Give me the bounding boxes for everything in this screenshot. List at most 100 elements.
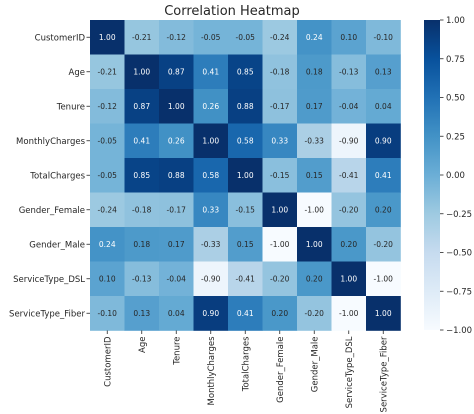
- heatmap-cell: [124, 54, 160, 90]
- x-tick-label: ServiceType_Fiber: [379, 336, 389, 412]
- cell-value-label: 0.58: [202, 171, 219, 180]
- y-tick-label: Gender_Male: [29, 240, 85, 250]
- cell-value-label: -0.21: [132, 33, 152, 42]
- heatmap-cell: [228, 192, 263, 228]
- cell-value-label: -0.12: [98, 102, 118, 111]
- cell-value-label: 0.04: [375, 102, 392, 111]
- cell-value-label: 1.00: [375, 309, 392, 318]
- heatmap-cell: [262, 261, 298, 297]
- cell-value-label: 0.20: [375, 205, 392, 214]
- heatmap-cell: [262, 158, 298, 193]
- cell-value-label: -0.33: [305, 136, 325, 145]
- cell-value-label: -0.04: [167, 274, 187, 283]
- cell-value-label: 0.26: [202, 102, 219, 111]
- cell-value-label: 0.88: [237, 102, 254, 111]
- cell-value-label: 1.00: [202, 136, 219, 145]
- cell-value-label: -0.20: [374, 240, 394, 249]
- heatmap-cell: [228, 261, 263, 297]
- cell-value-label: 0.17: [168, 240, 185, 249]
- colorbar-tick-label: 0.25: [446, 132, 465, 142]
- heatmap-cell: [331, 227, 367, 262]
- cell-value-label: 0.90: [202, 309, 219, 318]
- cell-value-label: -0.24: [270, 33, 290, 42]
- cell-value-label: -0.18: [132, 205, 152, 214]
- cell-value-label: 0.17: [306, 102, 323, 111]
- heatmap-cell: [366, 192, 401, 228]
- heatmap-cell: [331, 261, 367, 297]
- cell-value-label: 0.20: [340, 240, 357, 249]
- cell-value-label: -0.13: [339, 67, 359, 76]
- cell-value-label: 0.85: [133, 171, 150, 180]
- cell-value-label: 0.13: [133, 309, 150, 318]
- heatmap-cell: [90, 20, 125, 55]
- cell-value-label: -1.00: [305, 205, 325, 214]
- heatmap-cell: [193, 158, 229, 193]
- cell-value-label: 0.41: [237, 309, 254, 318]
- heatmap-cell: [366, 227, 401, 262]
- x-tick-label: MonthlyCharges: [207, 336, 217, 406]
- heatmap-cell: [124, 192, 160, 228]
- cell-value-label: 0.87: [168, 67, 185, 76]
- cell-value-label: -0.90: [339, 136, 359, 145]
- heatmap-cell: [262, 192, 298, 228]
- y-tick-label: Gender_Female: [19, 206, 85, 216]
- cell-value-label: -0.05: [98, 136, 118, 145]
- cell-value-label: 0.24: [306, 33, 323, 42]
- cell-value-label: 0.41: [375, 171, 392, 180]
- x-tick-label: Gender_Female: [276, 337, 286, 403]
- cell-value-label: -0.05: [201, 33, 221, 42]
- cell-value-label: 0.88: [168, 171, 185, 180]
- heatmap-cell: [159, 20, 194, 55]
- heatmap-cell: [159, 54, 194, 90]
- heatmap-cell: [262, 123, 298, 159]
- heatmap-cell: [262, 54, 298, 90]
- heatmap-cell: [366, 89, 401, 124]
- cell-value-label: -0.15: [236, 205, 256, 214]
- heatmap-cell: [366, 20, 401, 55]
- heatmap-cell: [297, 296, 332, 331]
- cell-value-label: -0.17: [270, 102, 290, 111]
- cell-value-label: 0.20: [306, 274, 323, 283]
- cell-value-label: 1.00: [237, 171, 254, 180]
- chart-title: Correlation Heatmap: [164, 4, 300, 19]
- heatmap-cell: [159, 123, 194, 159]
- cell-value-label: 0.24: [99, 240, 116, 249]
- cell-value-label: 0.10: [340, 33, 357, 42]
- heatmap-cell: [228, 20, 263, 55]
- row-labels: CustomerID Age Tenure MonthlyCharges TotalCh…: [9, 33, 90, 319]
- heatmap-cell: [124, 158, 160, 193]
- cell-value-label: -0.41: [236, 274, 256, 283]
- cell-value-label: 0.13: [375, 67, 392, 76]
- heatmap-cell: [366, 158, 401, 193]
- colorbar-tick-label: −1.00: [446, 326, 472, 336]
- colorbar-tick-label: −0.25: [446, 210, 472, 220]
- heatmap-cell: [124, 227, 160, 262]
- cell-value-label: 0.15: [306, 171, 323, 180]
- cell-value-label: 0.33: [202, 205, 219, 214]
- heatmap-cell: [262, 89, 298, 124]
- heatmap-cell: [193, 296, 229, 331]
- y-tick-label: Age: [69, 68, 85, 78]
- heatmap-cell: [297, 261, 332, 297]
- colorbar-tick-label: −0.50: [446, 249, 472, 259]
- cell-value-label: -0.12: [167, 33, 187, 42]
- heatmap-cell: [297, 227, 332, 262]
- cell-value-label: 0.18: [133, 240, 150, 249]
- heatmap-cell: [90, 296, 125, 331]
- heatmap-cell: [193, 192, 229, 228]
- heatmap-cell: [331, 20, 367, 55]
- x-tick-label: CustomerID: [103, 336, 113, 387]
- cell-value-label: 0.10: [99, 274, 116, 283]
- cell-value-label: -1.00: [374, 274, 394, 283]
- cell-value-label: -0.10: [98, 309, 118, 318]
- heatmap-cell: [193, 123, 229, 159]
- heatmap-cell: [124, 123, 160, 159]
- heatmap-cell: [366, 261, 401, 297]
- cell-value-label: 0.26: [168, 136, 185, 145]
- heatmap-cell: [193, 20, 229, 55]
- heatmap-cell: [193, 54, 229, 90]
- heatmap-cell: [297, 89, 332, 124]
- cell-value-label: 1.00: [133, 67, 150, 76]
- cell-value-label: -0.10: [374, 33, 394, 42]
- colorbar-tick-label: 0.75: [446, 55, 465, 65]
